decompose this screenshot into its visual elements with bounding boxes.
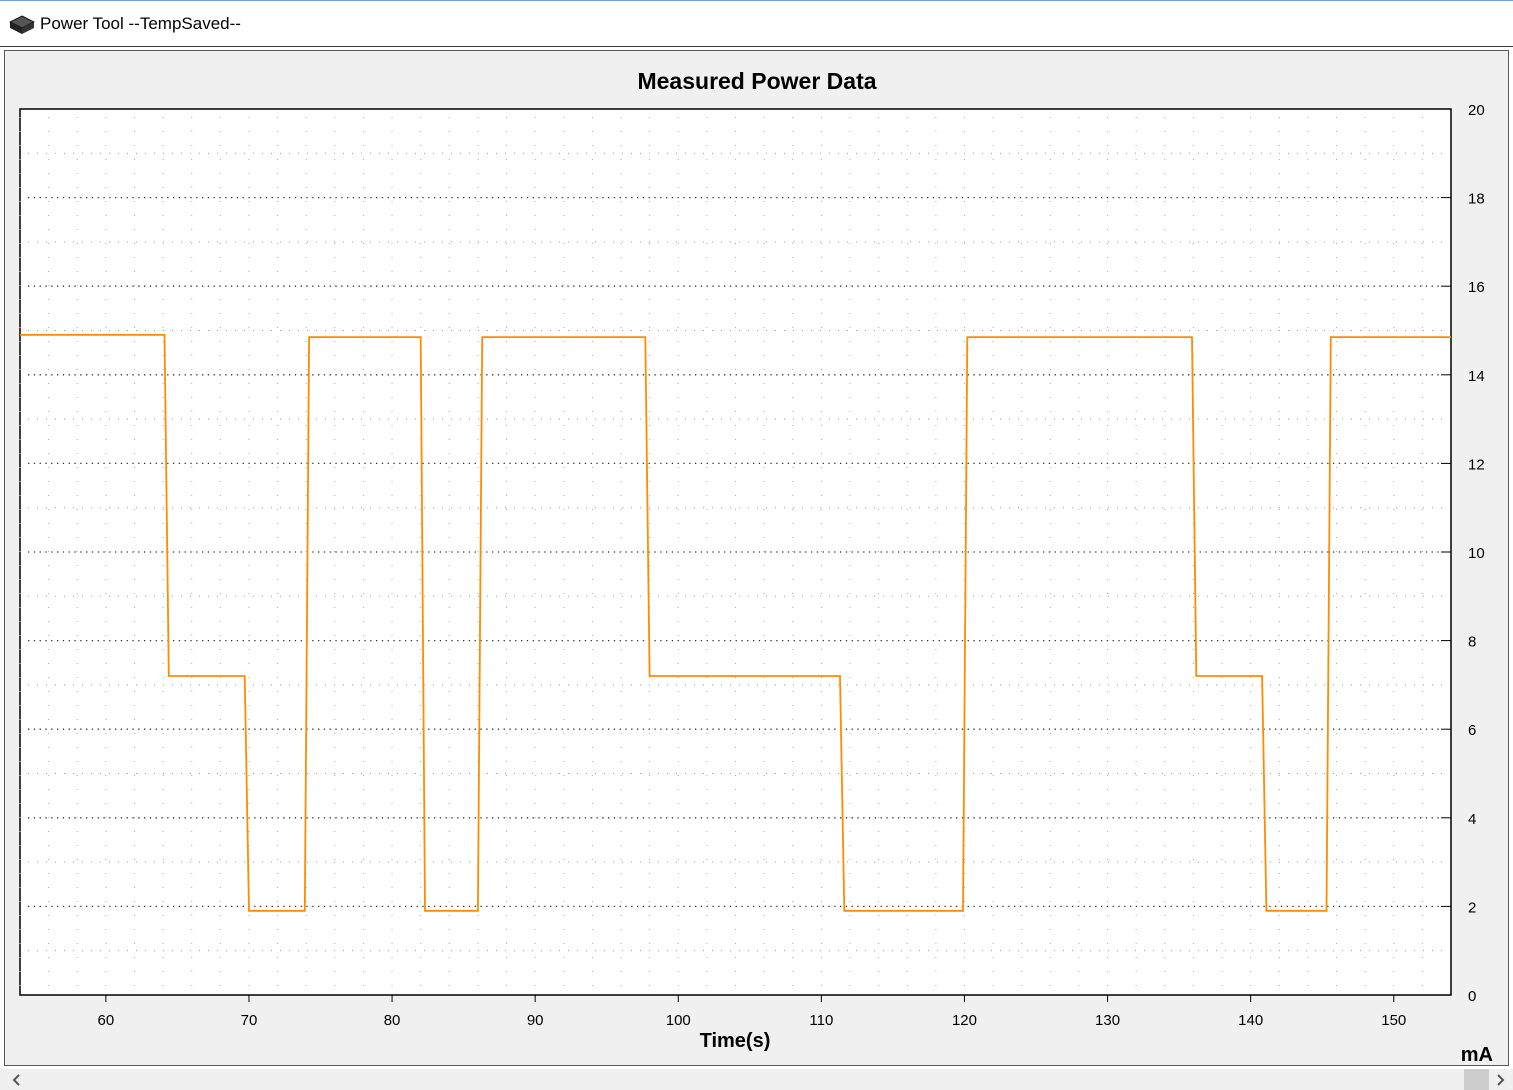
series-line xyxy=(20,333,1451,912)
y-axis: 0 2 4 6 8 10 12 14 16 18 20 xyxy=(1441,102,1485,1005)
y-tick-label: 0 xyxy=(1468,988,1476,1005)
y-tick-label: 6 xyxy=(1468,722,1476,739)
x-tick-label: 70 xyxy=(241,1012,258,1029)
x-tick-label: 60 xyxy=(98,1012,115,1029)
frame-divider xyxy=(0,46,1513,47)
title-bar: Power Tool --TempSaved-- xyxy=(0,0,1513,47)
power-chart: Measured Power Data 60 70 80 90 100 110 120 130… xyxy=(19,68,1493,1065)
x-tick-label: 120 xyxy=(952,1012,977,1029)
chart-panel: Measured Power Data 60 70 80 90 100 110 120 130… xyxy=(4,50,1509,1066)
y-axis-unit-label: mA xyxy=(1461,1044,1493,1065)
chart-title: Measured Power Data xyxy=(637,68,876,94)
y-tick-label: 16 xyxy=(1468,279,1485,296)
x-tick-label: 130 xyxy=(1095,1012,1120,1029)
x-tick-label: 110 xyxy=(809,1012,833,1029)
x-tick-label: 150 xyxy=(1381,1012,1406,1029)
y-tick-label: 18 xyxy=(1468,191,1485,208)
x-tick-label: 140 xyxy=(1238,1012,1263,1029)
window-title: Power Tool --TempSaved-- xyxy=(40,14,241,33)
x-axis-label: Time(s) xyxy=(700,1030,771,1052)
x-tick-label: 80 xyxy=(384,1012,401,1029)
grid xyxy=(19,117,1443,987)
x-tick-label: 100 xyxy=(666,1012,691,1029)
horizontal-scrollbar[interactable] xyxy=(0,1069,1513,1090)
y-tick-label: 14 xyxy=(1468,368,1485,385)
series-group xyxy=(20,333,1451,912)
y-tick-label: 4 xyxy=(1468,811,1476,828)
scroll-thumb[interactable] xyxy=(1464,1069,1489,1090)
y-tick-label: 12 xyxy=(1468,456,1485,473)
y-tick-label: 2 xyxy=(1468,899,1476,916)
chip-icon xyxy=(9,15,35,34)
scroll-left-arrow-icon[interactable] xyxy=(8,1069,24,1090)
y-tick-label: 10 xyxy=(1468,545,1485,562)
y-tick-label: 20 xyxy=(1468,102,1485,119)
x-tick-label: 90 xyxy=(527,1012,544,1029)
y-tick-label: 8 xyxy=(1468,634,1476,651)
scroll-right-arrow-icon[interactable] xyxy=(1493,1069,1509,1090)
x-axis: 60 70 80 90 100 110 120 130 140 150 xyxy=(98,995,1406,1029)
